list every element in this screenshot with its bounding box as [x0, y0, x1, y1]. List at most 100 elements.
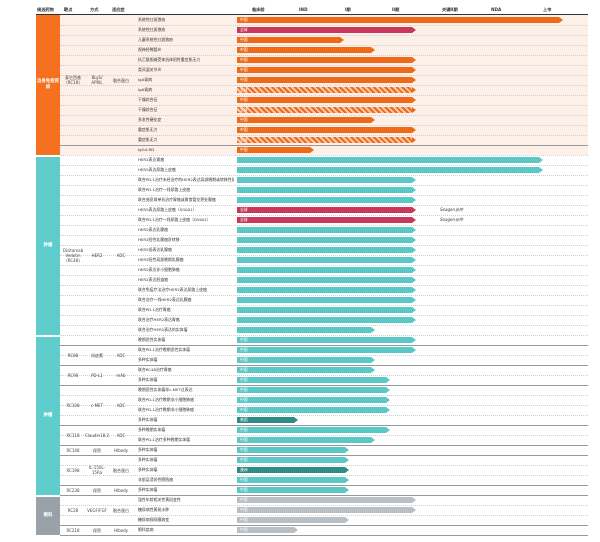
- row-divider: [60, 475, 588, 476]
- phase-bar: 中国: [237, 347, 412, 353]
- phase-bar-tip: [411, 257, 416, 263]
- header-phase-0: 临床前: [252, 7, 265, 12]
- phase-bar-tip: [559, 17, 564, 23]
- modality-name: ADC: [116, 402, 126, 408]
- group-label: 眼科: [43, 513, 53, 519]
- row-divider: [60, 265, 588, 266]
- modality-name: ADC: [116, 352, 126, 358]
- phase-bar: 中国: [237, 367, 371, 373]
- indication-label: 多种实体瘤: [138, 467, 158, 472]
- drug-divider: [60, 535, 588, 536]
- phase-bar-tip: [411, 297, 416, 303]
- phase-bar-tip: [370, 327, 375, 333]
- phase-bar-tip: [370, 437, 375, 443]
- header-phase-5: NDA: [491, 7, 502, 12]
- phase-bar: 全球: [237, 217, 412, 223]
- target-name: HER2: [91, 252, 103, 258]
- partner-note: Seagen合作: [440, 207, 463, 212]
- modality-name: mAb: [116, 372, 126, 378]
- indication-label: 糖尿病视网膜病变: [138, 517, 170, 522]
- indication-label: HER2表达尿路上皮癌（SG001）: [138, 207, 197, 212]
- row-divider: [60, 35, 588, 36]
- indication-label: 联合治疗一线HER2表达乳腺癌: [138, 297, 192, 302]
- phase-bar-tip: [370, 357, 375, 363]
- drug-divider: [60, 345, 588, 346]
- phase-bar-tip: [411, 497, 416, 503]
- indication-label: 多种实体瘤: [138, 357, 158, 362]
- phase-bar: [237, 307, 412, 313]
- row-divider: [60, 285, 588, 286]
- indication-label: 联合PD-1治疗一线尿路上皮癌: [138, 187, 191, 192]
- drug-name: RC108: [66, 402, 80, 408]
- phase-bar-tip: [386, 397, 390, 403]
- phase-bar-tip: [411, 247, 416, 253]
- modality-name: ADC: [116, 252, 126, 258]
- indication-label: 重症肌无力: [138, 127, 158, 132]
- group-label: 自身免疫疾病: [37, 79, 59, 90]
- drug-name: RC118: [66, 432, 80, 438]
- header-col-3: 适应症: [112, 7, 125, 12]
- row-divider: [60, 295, 588, 296]
- phase-bar: 中国: [237, 527, 295, 533]
- indication-label: 儿童系统性红斑狼疮: [138, 37, 174, 42]
- phase-bar: 中国: [237, 37, 341, 43]
- row-divider: [60, 195, 588, 196]
- indication-label: 联合PD-1治疗胃癌: [138, 307, 171, 312]
- indication-label: 干燥综合征: [138, 97, 158, 102]
- phase-bar-tip: [411, 237, 416, 243]
- indication-label: 系统性红斑狼疮: [138, 27, 166, 32]
- row-divider: [60, 255, 588, 256]
- phase-bar: 全球: [237, 87, 412, 93]
- phase-bar: 中国: [237, 337, 412, 343]
- target-name: 保密: [93, 447, 101, 453]
- indication-label: HER2阳性局部晚期乳腺癌: [138, 257, 184, 262]
- indication-label: IgA肾病: [138, 77, 153, 82]
- phase-bar-tip: [411, 127, 416, 133]
- phase-bar-tip: [411, 57, 416, 63]
- phase-bar: 中国: [237, 517, 346, 523]
- drug-divider: [60, 455, 588, 456]
- phase-bar: [237, 197, 412, 203]
- indication-label: HER2阳性乳腺癌肝转移: [138, 237, 180, 242]
- row-divider: [60, 25, 588, 26]
- group-band: [36, 497, 60, 535]
- row-divider: [60, 135, 588, 136]
- indication-label: IgA肾病: [138, 87, 153, 92]
- phase-bar: 中国: [237, 487, 346, 493]
- phase-bar: [237, 317, 412, 323]
- phase-bar-tip: [345, 477, 350, 483]
- phase-bar: 中国: [237, 57, 412, 63]
- drug-name: RC238: [66, 487, 80, 493]
- indication-label: 联合RC48治疗胃癌: [138, 367, 172, 372]
- phase-bar: 中国: [237, 447, 346, 453]
- phase-bar: 中国: [237, 437, 371, 443]
- phase-bar-tip: [411, 67, 416, 73]
- row-divider: [60, 275, 588, 276]
- indication-label: HER2表达尿路上皮癌: [138, 167, 176, 172]
- drug-name: 泰它西普 (RC18): [65, 75, 81, 85]
- phase-bar: 中国: [237, 397, 386, 403]
- phase-bar-tip: [411, 227, 416, 233]
- row-divider: [60, 55, 588, 56]
- phase-bar-tip: [345, 517, 350, 523]
- modality-name: 融合蛋白: [113, 507, 129, 513]
- phase-bar-tip: [370, 47, 375, 53]
- indication-label: 干燥综合征: [138, 107, 158, 112]
- modality-name: ADC: [116, 432, 126, 438]
- phase-bar: 中国: [237, 407, 386, 413]
- header-phase-2: I期: [345, 7, 351, 12]
- indication-label: 多发性硬化症: [138, 117, 162, 122]
- row-divider: [60, 245, 588, 246]
- group-band: [36, 15, 60, 155]
- drug-divider: [60, 445, 588, 446]
- modality-name: Hibody: [113, 447, 128, 453]
- header-phase-6: 上市: [543, 7, 552, 12]
- phase-bar-tip: [411, 197, 416, 203]
- row-divider: [60, 225, 588, 226]
- phase-bar-tip: [411, 107, 416, 113]
- target-name: 间皮素: [91, 352, 103, 358]
- group-label: 肿瘤: [43, 243, 53, 249]
- phase-bar-tip: [294, 417, 299, 423]
- drug-divider: [60, 525, 588, 526]
- phase-bar: [237, 297, 412, 303]
